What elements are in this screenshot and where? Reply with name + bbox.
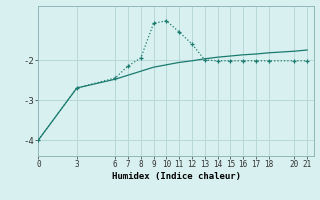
X-axis label: Humidex (Indice chaleur): Humidex (Indice chaleur)	[111, 172, 241, 181]
